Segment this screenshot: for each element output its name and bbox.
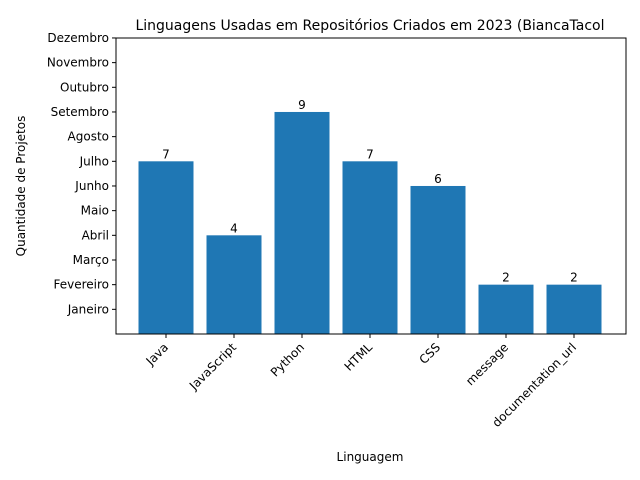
data-label-Java: 7 bbox=[162, 147, 170, 161]
plot-frame bbox=[115, 37, 627, 335]
y-tick-label: Novembro bbox=[47, 56, 109, 70]
bar-Java bbox=[138, 161, 194, 334]
data-labels-group: 7 4 9 7 6 2 2 bbox=[162, 98, 578, 285]
y-tick-label: Outubro bbox=[60, 80, 109, 94]
y-tick-label: Maio bbox=[81, 204, 109, 218]
x-axis-label: Linguagem bbox=[337, 450, 404, 464]
x-tick-label: Java bbox=[143, 340, 172, 369]
data-label-CSS: 6 bbox=[434, 172, 442, 186]
bar-message bbox=[478, 284, 534, 334]
y-tick-label: Março bbox=[73, 253, 109, 267]
data-label-HTML: 7 bbox=[366, 147, 374, 161]
bar-JavaScript bbox=[206, 235, 262, 334]
bar-CSS bbox=[410, 185, 466, 334]
x-tick-label: JavaScript bbox=[186, 340, 239, 393]
y-tick-label: Janeiro bbox=[67, 302, 109, 316]
y-tick-label: Abril bbox=[82, 228, 109, 242]
bars-group bbox=[138, 111, 602, 334]
x-tick-label: CSS bbox=[417, 340, 444, 367]
y-tick-label: Setembro bbox=[51, 105, 109, 119]
y-tick-label: Agosto bbox=[68, 130, 109, 144]
x-tick-label: message bbox=[463, 340, 511, 388]
y-axis-label: Quantidade de Projetos bbox=[14, 116, 28, 257]
y-tick-label: Junho bbox=[74, 179, 109, 193]
bar-Python bbox=[274, 111, 330, 334]
data-label-message: 2 bbox=[502, 271, 510, 285]
chart-title: Linguagens Usadas em Repositórios Criado… bbox=[135, 18, 604, 34]
y-tick-label: Fevereiro bbox=[53, 278, 109, 292]
data-label-Python: 9 bbox=[298, 98, 306, 112]
x-tick-label: Python bbox=[268, 340, 307, 379]
y-axis: Janeiro Fevereiro Março Abril Maio Junho Julho… bbox=[47, 31, 116, 316]
x-axis: Java JavaScript Python HTML CSS messagedocume… bbox=[143, 334, 579, 430]
y-tick-label: Dezembro bbox=[47, 31, 109, 45]
bar-HTML bbox=[342, 161, 398, 334]
data-label-documentation_url: 2 bbox=[570, 271, 578, 285]
y-tick-label: Julho bbox=[79, 154, 109, 168]
bar-documentation_url bbox=[546, 284, 602, 334]
data-label-JavaScript: 4 bbox=[230, 221, 238, 235]
x-tick-label: HTML bbox=[342, 340, 376, 374]
